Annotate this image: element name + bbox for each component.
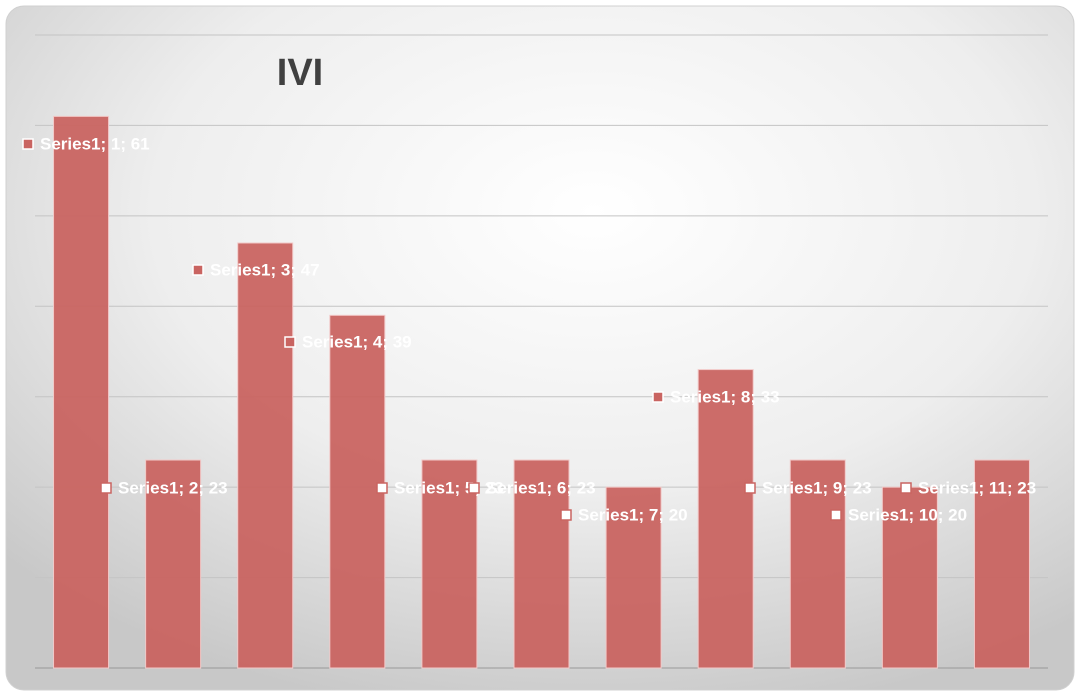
data-label: Series1; 11; 23	[918, 478, 1036, 497]
bar	[53, 115, 110, 669]
data-label: Series1; 3; 47	[210, 260, 320, 279]
bar	[513, 459, 570, 669]
label-marker	[376, 482, 388, 494]
label-marker	[900, 482, 912, 494]
label-marker	[560, 509, 572, 521]
data-label: Series1; 6; 23	[486, 478, 596, 497]
bar	[697, 369, 754, 669]
data-label: Series1; 1; 61	[40, 134, 150, 153]
data-label: Series1; 8; 33	[670, 387, 780, 406]
label-marker	[100, 482, 112, 494]
data-label: Series1; 4; 39	[302, 332, 412, 351]
label-marker	[22, 138, 34, 150]
data-label: Series1; 10; 20	[848, 505, 967, 524]
label-marker	[830, 509, 842, 521]
data-label: Series1; 9; 23	[762, 478, 872, 497]
bar	[145, 459, 202, 669]
bar	[329, 314, 386, 669]
label-marker	[468, 482, 480, 494]
label-marker	[744, 482, 756, 494]
bar	[789, 459, 846, 669]
bar	[605, 486, 662, 669]
bar	[421, 459, 478, 669]
label-marker	[284, 336, 296, 348]
data-label: Series1; 2; 23	[118, 478, 228, 497]
label-marker	[652, 391, 664, 403]
bar	[237, 242, 294, 669]
label-marker	[192, 264, 204, 276]
chart-title: IVI	[277, 52, 323, 94]
bar	[973, 459, 1030, 669]
data-label: Series1; 7; 20	[578, 505, 688, 524]
